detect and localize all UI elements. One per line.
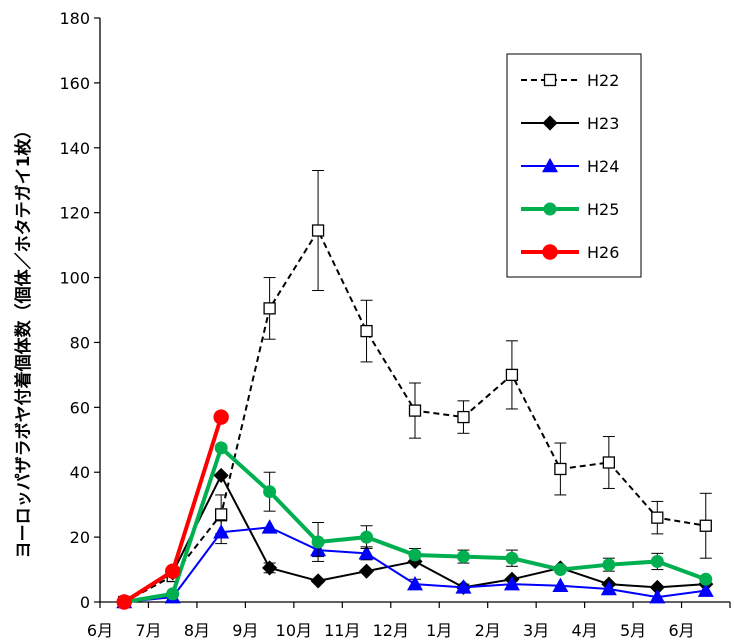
x-tick-label: 7月 [135,621,161,640]
legend-entry-h23: H23 [521,114,619,133]
legend-marker-h25 [543,202,557,216]
data-point-h26 [164,563,181,579]
legend-label-h23: H23 [587,114,619,133]
data-point-h23 [262,560,278,576]
legend-marker-h26 [542,244,558,260]
data-point-h24 [358,545,375,560]
series-h22 [118,169,712,609]
data-point-h22 [263,302,276,315]
x-tick-label: 2月 [475,621,501,640]
x-tick-label: 4月 [572,621,598,640]
data-point-h22 [215,508,228,521]
x-tick-label: 5月 [620,621,646,640]
data-point-h22 [554,462,567,476]
data-point-h22 [457,410,470,424]
y-tick-label: 60 [70,398,90,417]
data-point-h26 [116,594,132,610]
data-point-h24 [600,580,617,596]
y-tick-label: 0 [80,593,90,612]
data-point-h25 [311,535,325,549]
data-point-h25 [699,572,713,586]
data-point-h25 [456,550,470,564]
data-point-h23 [213,467,229,484]
legend-label-h26: H26 [587,243,619,262]
data-point-h25 [263,485,277,499]
x-tick-label: 10月 [276,621,312,640]
y-tick-label: 140 [59,139,90,158]
series-h25 [117,441,713,609]
y-tick-label: 160 [59,74,90,93]
data-point-h25 [214,441,228,455]
legend-marker-h24 [542,157,558,173]
series-layer [116,169,714,610]
data-point-h25 [408,548,422,562]
y-axis-title: ヨーロッパザラボヤ付着個体数（個体／ホタテガイ1枚） [13,122,34,559]
data-point-h22 [311,224,325,237]
data-point-h25 [505,551,519,565]
legend-entry-h26: H26 [521,243,619,262]
data-point-h24 [455,579,472,594]
x-tick-label: 6月 [87,621,113,640]
x-tick-label: 1月 [426,621,452,640]
x-tick-label: 11月 [324,621,360,640]
legend-marker-h23 [542,115,558,131]
data-point-h24 [503,575,520,591]
x-tick-label: 6月 [668,621,694,640]
data-point-h25 [602,558,616,572]
data-point-h26 [213,409,229,425]
y-axis-title-group: ヨーロッパザラボヤ付着個体数（個体／ホタテガイ1枚） [13,122,34,559]
data-point-h22 [699,519,712,532]
data-point-h25 [360,530,374,544]
data-point-h23 [358,563,375,579]
legend: H22 H23 H24 H25 H26 [506,53,642,278]
legend-entry-h25: H25 [521,200,619,219]
x-tick-label: 3月 [523,621,549,640]
x-tick-label: 8月 [184,621,210,640]
data-point-h24 [552,577,569,592]
data-point-h24 [649,588,666,604]
data-point-h24 [213,524,230,539]
x-tick-label: 9月 [232,621,258,640]
data-point-h25 [553,563,567,577]
legend-label-h24: H24 [587,157,619,176]
legend-entry-h24: H24 [521,157,619,176]
y-tick-label: 120 [59,204,90,223]
legend-entry-h22: H22 [521,71,619,90]
data-point-h22 [360,324,373,338]
y-tick-label: 40 [70,463,90,482]
y-tick-label: 20 [70,528,90,547]
data-point-h24 [697,582,714,597]
data-point-h22 [651,511,664,524]
data-point-h22 [505,368,519,382]
legend-label-h25: H25 [587,200,619,219]
y-tick-label: 100 [59,269,90,288]
x-tick-label: 12月 [373,621,409,640]
y-tick-label: 80 [70,333,90,352]
y-tick-label: 180 [59,9,90,28]
data-point-h24 [407,575,423,591]
series-h26 [116,409,229,610]
data-point-h23 [310,573,326,589]
data-point-h24 [261,519,278,534]
data-point-h22 [408,404,422,417]
legend-marker-h22 [543,73,557,87]
data-point-h25 [650,554,664,568]
axes: 0 20 40 60 80 100 120 140 160 180 6月 7月 8月 9月 10月 11月 12… [59,9,731,640]
legend-label-h22: H22 [587,71,619,90]
data-point-h25 [166,587,180,601]
data-point-h22 [602,456,615,469]
